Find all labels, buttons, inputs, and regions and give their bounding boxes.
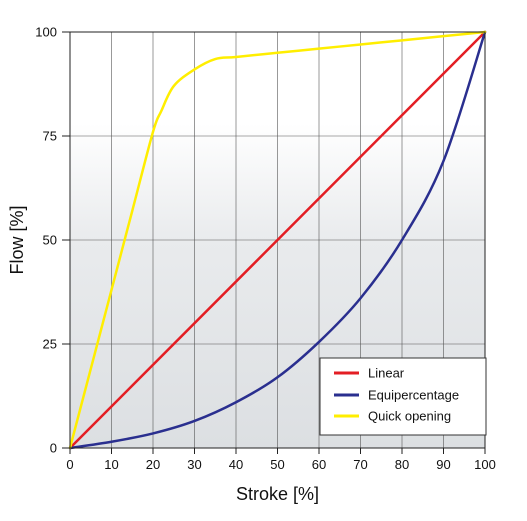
series-line-quick-opening	[68, 30, 487, 450]
series-lines	[68, 30, 487, 450]
x-tick-label: 0	[66, 457, 73, 472]
x-tick-label: 70	[353, 457, 367, 472]
x-tick-label: 20	[146, 457, 160, 472]
legend: Linear Equipercentage Quick opening	[319, 357, 487, 436]
x-tick-label: 50	[270, 457, 284, 472]
y-tick-label: 100	[35, 25, 57, 40]
x-tick-label: 80	[395, 457, 409, 472]
x-axis-title: Stroke [%]	[236, 484, 319, 504]
x-tick-label: 30	[187, 457, 201, 472]
legend-label-linear: Linear	[368, 366, 405, 381]
y-tick-label: 75	[43, 129, 57, 144]
y-tick-label: 0	[50, 441, 57, 456]
x-tick-label: 100	[474, 457, 496, 472]
x-tick-label: 40	[229, 457, 243, 472]
y-axis-title: Flow [%]	[7, 205, 27, 274]
legend-label-quick-opening: Quick opening	[368, 409, 451, 424]
x-tick-label: 60	[312, 457, 326, 472]
x-tick-label: 10	[104, 457, 118, 472]
series-line-equipercentage	[68, 30, 487, 450]
x-tick-label: 90	[436, 457, 450, 472]
series-line-linear	[68, 30, 487, 450]
legend-label-equipercentage: Equipercentage	[368, 388, 459, 403]
axis-ticks: 0 10 20 30 40 50 60 70 80 90 100 0 25 50 75 100	[35, 25, 496, 473]
y-tick-label: 50	[43, 233, 57, 248]
y-tick-label: 25	[43, 337, 57, 352]
